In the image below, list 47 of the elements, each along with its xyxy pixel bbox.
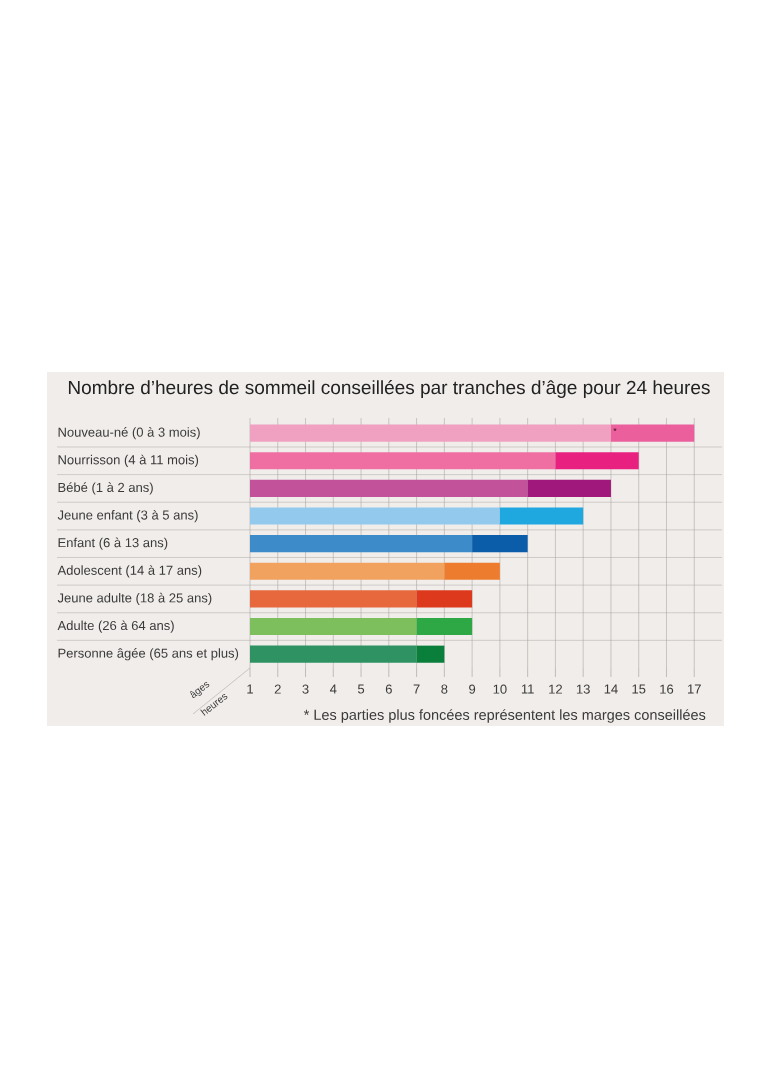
bar bbox=[250, 617, 417, 636]
bar bbox=[444, 562, 500, 580]
x-tick-label: 10 bbox=[493, 684, 507, 694]
y-tick-label: Jeune enfant (3 à 5 ans) bbox=[57, 509, 198, 523]
x-tick-label: 17 bbox=[688, 684, 701, 694]
x-tick-label: 1 bbox=[247, 684, 253, 694]
bar bbox=[250, 452, 556, 470]
x-tick-label: 14 bbox=[604, 684, 618, 694]
annotation: * bbox=[613, 427, 617, 432]
bar bbox=[555, 452, 639, 470]
x-tick-label: 8 bbox=[441, 684, 448, 694]
bar bbox=[250, 562, 445, 580]
bar bbox=[472, 535, 528, 553]
bar bbox=[416, 617, 473, 636]
bar bbox=[499, 507, 584, 525]
y-tick-label: Nourrisson (4 à 11 mois) bbox=[58, 454, 199, 467]
y-tick-label: Nouveau-né (0 à 3 mois) bbox=[58, 427, 200, 440]
x-tick-label: 4 bbox=[329, 684, 337, 694]
x-tick-label: 12 bbox=[549, 684, 562, 694]
bar bbox=[250, 535, 473, 553]
y-tick-label: Adolescent (14 à 17 ans) bbox=[57, 565, 202, 578]
bar bbox=[250, 424, 611, 442]
text: * Les parties plus foncées représentent les marges conseillées bbox=[303, 709, 706, 723]
x-tick-label: 2 bbox=[274, 684, 281, 694]
x-tick-label: 13 bbox=[576, 684, 590, 694]
bar bbox=[250, 590, 417, 608]
bar bbox=[250, 507, 500, 525]
x-tick-label: 7 bbox=[413, 684, 420, 694]
bar bbox=[250, 645, 417, 663]
x-tick-label: 16 bbox=[660, 684, 674, 694]
x-tick-label: 5 bbox=[357, 684, 365, 694]
x-tick-label: 9 bbox=[469, 684, 476, 694]
y-tick-label: Adulte (26 à 64 ans) bbox=[57, 620, 174, 633]
bar bbox=[416, 590, 473, 608]
y-tick-label: Jeune adulte (18 à 25 ans) bbox=[57, 592, 212, 606]
x-tick-label: 11 bbox=[521, 684, 534, 694]
x-tick-label: 3 bbox=[302, 684, 309, 694]
x-tick-label: 6 bbox=[385, 684, 392, 694]
bar bbox=[250, 479, 528, 497]
y-tick-label: Personne âgée (65 ans et plus) bbox=[58, 648, 239, 661]
bar bbox=[527, 479, 611, 497]
y-tick-label: Enfant (6 à 13 ans) bbox=[58, 537, 168, 550]
y-tick-label: Bébé (1 à 2 ans) bbox=[58, 482, 153, 495]
bar bbox=[610, 424, 695, 442]
chart-title: Nombre d’heures de sommeil conseillées par tranches d’âge pour 24 heures bbox=[68, 380, 710, 398]
bar bbox=[416, 645, 445, 663]
x-tick-label: 15 bbox=[632, 684, 646, 694]
